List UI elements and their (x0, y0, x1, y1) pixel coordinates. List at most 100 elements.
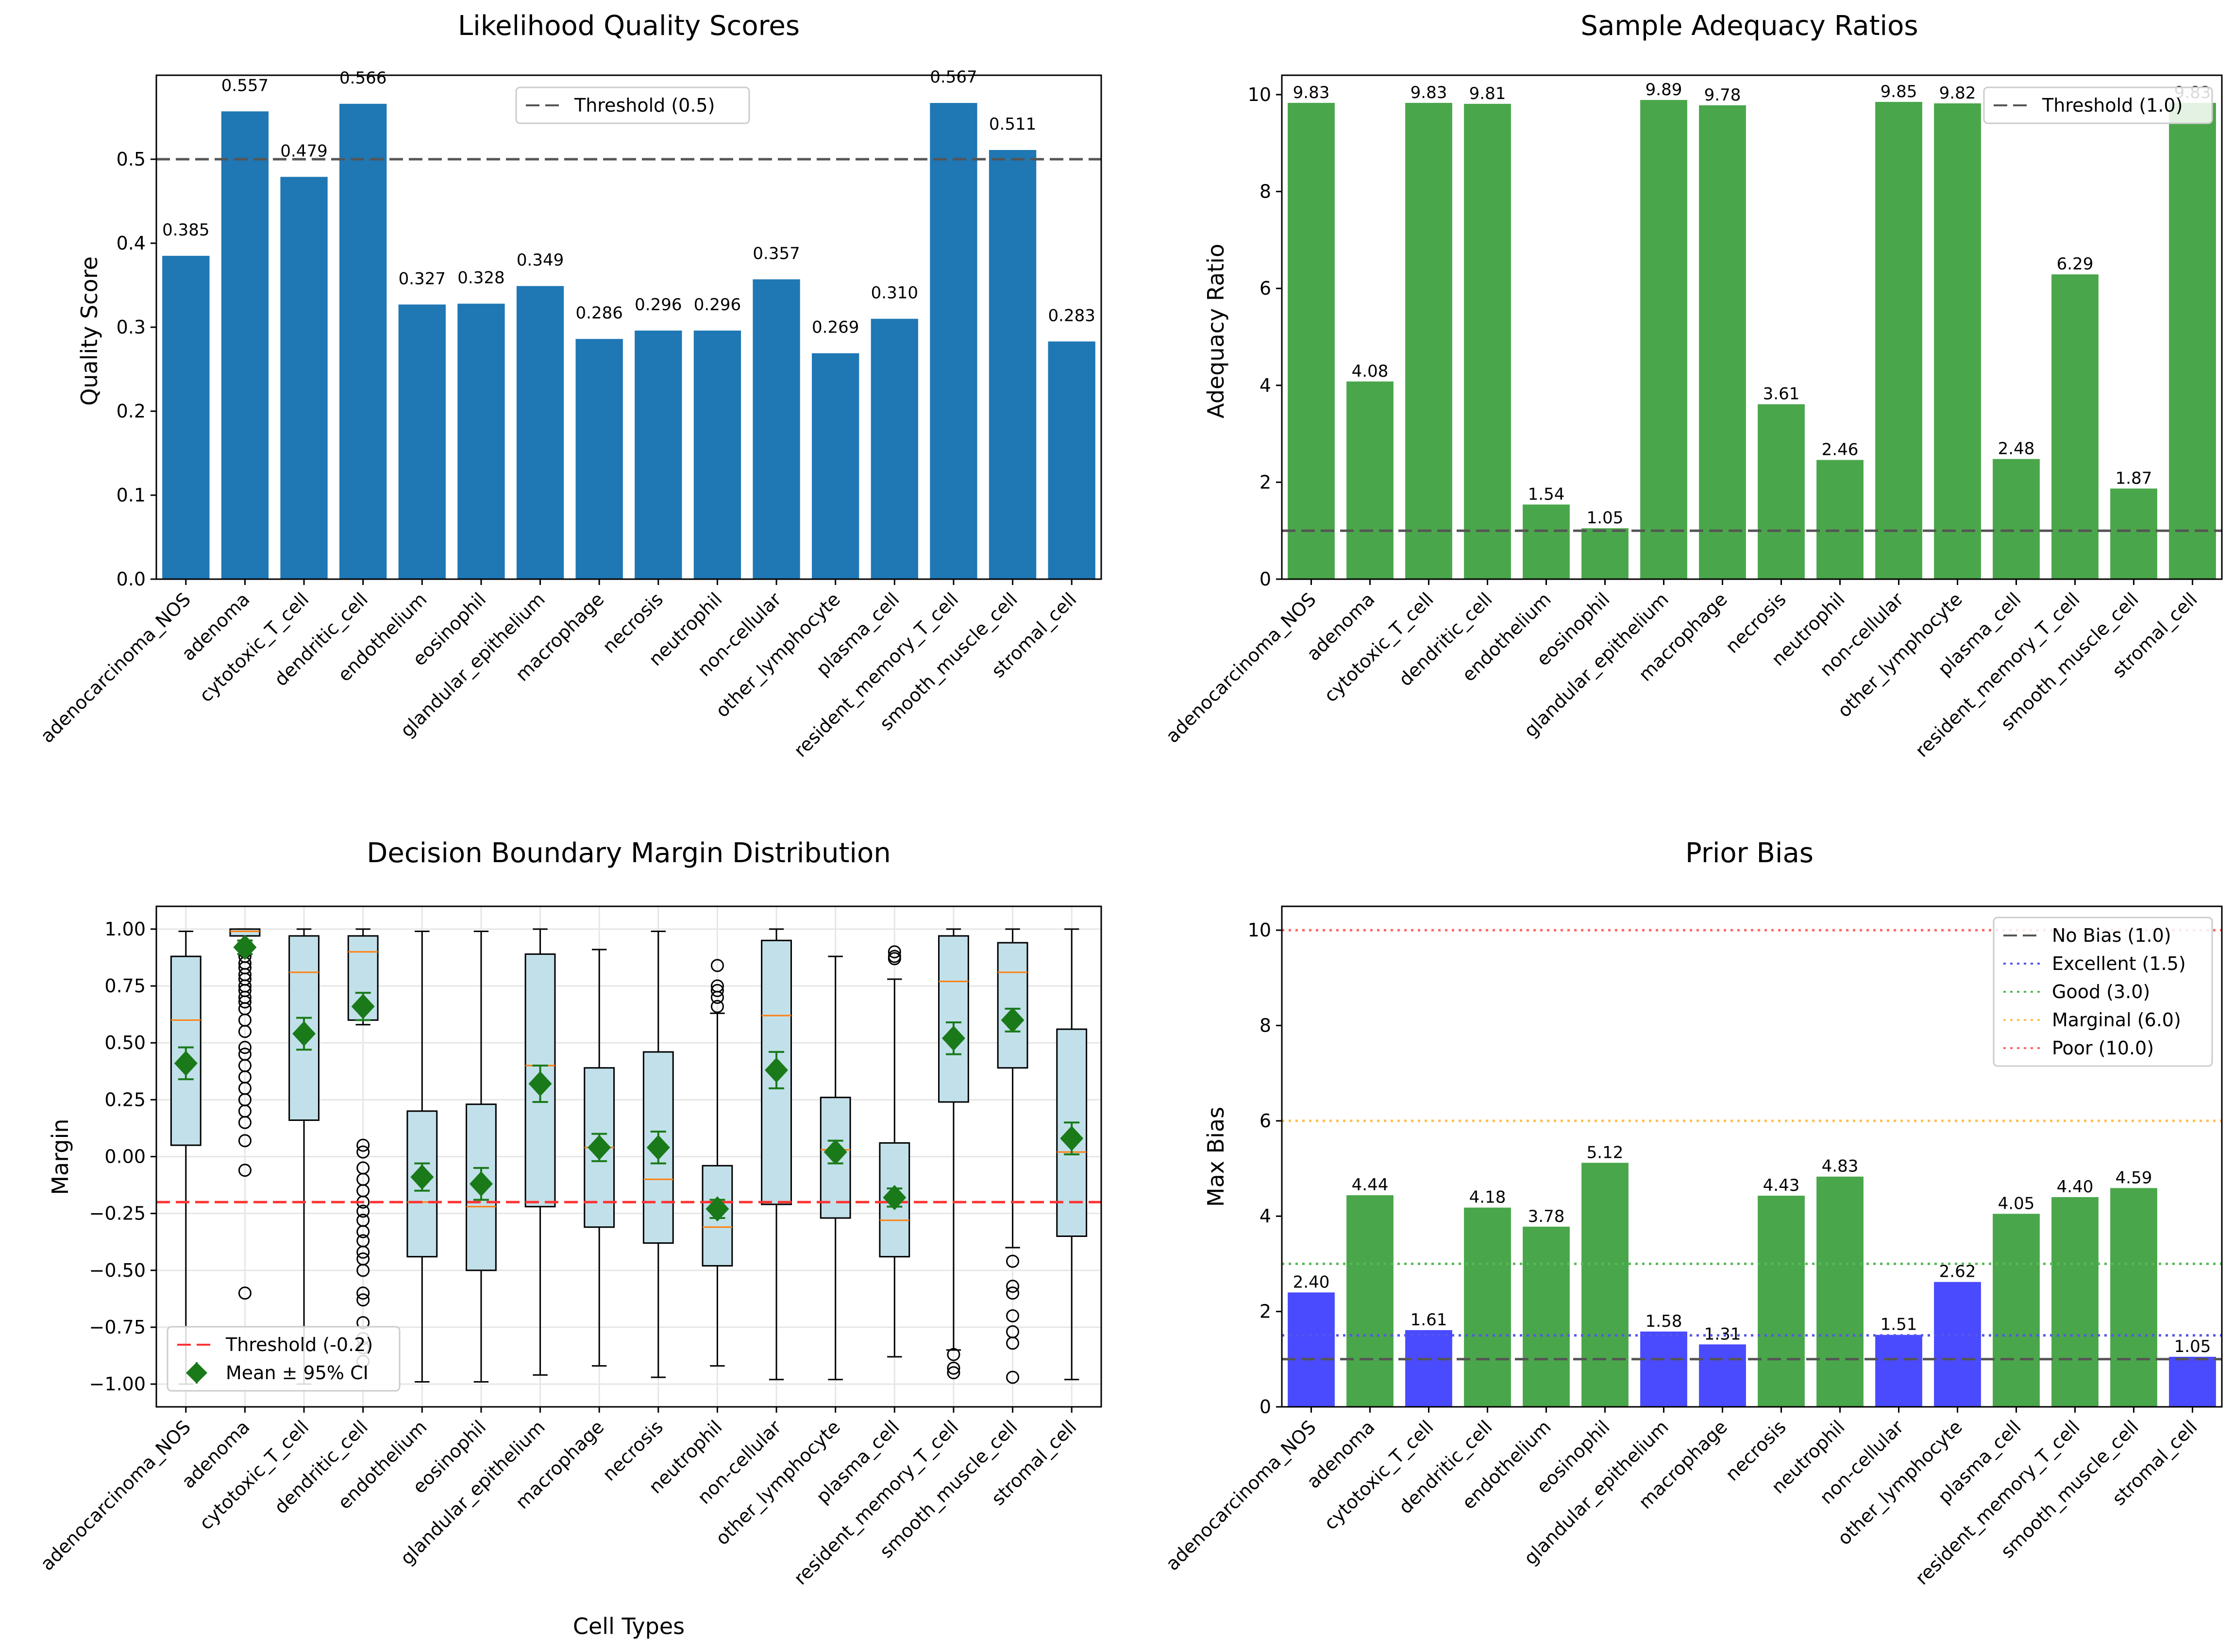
adequacy-bar (2110, 488, 2157, 579)
adequacy-ytick-label: 8 (1260, 181, 1271, 202)
margin-flier (1006, 1280, 1020, 1293)
margin-flier (1006, 1254, 1020, 1268)
margin-ytick-label: 0.00 (104, 1146, 146, 1168)
margin-flier (356, 1225, 370, 1238)
quality-bar (1048, 341, 1095, 579)
margin-box (938, 935, 969, 1103)
margin-flier (710, 959, 724, 972)
bias-legend-label: Excellent (1.5) (2052, 953, 2186, 974)
margin-box (820, 1097, 851, 1219)
adequacy-value-label: 9.83 (1293, 83, 1330, 102)
adequacy-ytick-label: 4 (1260, 375, 1271, 396)
adequacy-bar (1581, 528, 1629, 579)
margin-ytick-label: 0.75 (104, 975, 146, 997)
bias-bar (1346, 1195, 1394, 1407)
adequacy-value-label: 9.82 (1939, 83, 1976, 103)
bias-value-label: 1.05 (2174, 1337, 2211, 1356)
bias-ylabel: Max Bias (1203, 1107, 1229, 1207)
adequacy-value-label: 2.46 (1822, 440, 1859, 459)
bias-legend-label: Poor (10.0) (2052, 1037, 2154, 1059)
quality-bar (871, 318, 918, 579)
bias-value-label: 4.18 (1469, 1188, 1506, 1207)
quality-bar (457, 303, 505, 579)
quality-bar (989, 150, 1037, 580)
bias-value-label: 4.40 (2057, 1177, 2094, 1197)
margin-flier (710, 1000, 724, 1013)
adequacy-bar (1875, 101, 1922, 579)
margin-flier (710, 979, 724, 993)
margin-flier (947, 1366, 960, 1380)
margin-ytick-label: 0.50 (104, 1032, 146, 1053)
quality-value-label: 0.310 (871, 284, 918, 303)
bias-ytick-label: 0 (1260, 1396, 1271, 1418)
quality-value-label: 0.286 (576, 303, 623, 323)
bias-bar (1523, 1226, 1570, 1407)
margin-mean-marker (1001, 1007, 1025, 1033)
adequacy-value-label: 9.83 (1411, 83, 1447, 102)
quality-bar (516, 286, 564, 579)
margin-flier (888, 945, 901, 959)
quality-value-label: 0.296 (635, 295, 682, 315)
margin-flier (356, 1264, 370, 1277)
quality-ytick-label: 0.1 (117, 484, 146, 506)
adequacy-title: Sample Adequacy Ratios (1580, 10, 1918, 42)
quality-bar (753, 279, 800, 579)
margin-frame (155, 905, 1102, 1408)
adequacy-ylabel: Adequacy Ratio (1203, 244, 1229, 418)
margin-mean-marker (1060, 1126, 1084, 1151)
adequacy-bar (1934, 103, 1981, 580)
margin-title: Decision Boundary Margin Distribution (367, 837, 890, 869)
adequacy-ytick-label: 0 (1260, 568, 1271, 590)
adequacy-bar (1640, 100, 1687, 579)
adequacy-legend-label: Threshold (1.0) (2042, 95, 2183, 116)
margin-flier (710, 984, 724, 997)
margin-flier (238, 1134, 252, 1148)
adequacy-bar (2169, 102, 2216, 579)
margin-ytick-label: 0.25 (104, 1089, 146, 1110)
quality-value-label: 0.557 (221, 76, 269, 95)
bias-legend-frame (1993, 917, 2213, 1067)
bias-ytick-label: 8 (1260, 1015, 1271, 1036)
adequacy-value-label: 1.54 (1528, 484, 1565, 504)
adequacy-value-label: 4.08 (1352, 362, 1389, 381)
margin-flier (356, 1145, 370, 1159)
adequacy-value-label: 1.05 (1587, 508, 1624, 528)
quality-bar (280, 177, 328, 580)
bias-bar (2051, 1197, 2099, 1407)
adequacy-ytick-label: 2 (1260, 471, 1271, 493)
quality-value-label: 0.385 (162, 220, 209, 240)
adequacy-bar (1405, 102, 1452, 579)
adequacy-value-label: 2.48 (1998, 439, 2035, 458)
margin-flier (1006, 1286, 1020, 1300)
bias-legend-label: Good (3.0) (2052, 981, 2150, 1002)
quality-value-label: 0.566 (339, 68, 386, 88)
margin-ytick-label: 1.00 (104, 918, 146, 940)
quality-value-label: 0.327 (399, 269, 446, 288)
adequacy-value-label: 9.89 (1646, 80, 1682, 100)
quality-ytick-label: 0.2 (117, 400, 146, 422)
bias-bar (1464, 1207, 1511, 1407)
adequacy-frame (1281, 74, 2223, 580)
bias-ytick-label: 10 (1248, 919, 1271, 941)
quality-bar (221, 111, 269, 579)
margin-mean-marker (410, 1164, 434, 1190)
margin-mean-marker (823, 1139, 847, 1165)
margin-box (997, 942, 1028, 1069)
margin-mean-marker (883, 1185, 907, 1210)
quality-ytick-label: 0.0 (117, 568, 146, 590)
margin-mean-marker (765, 1057, 789, 1083)
bias-ytick-label: 6 (1260, 1110, 1271, 1132)
bias-value-label: 4.59 (2116, 1168, 2152, 1187)
adequacy-ytick-label: 10 (1248, 84, 1271, 105)
quality-legend-label: Threshold (0.5) (574, 95, 715, 116)
quality-value-label: 0.328 (457, 268, 504, 288)
margin-mean-marker (941, 1025, 965, 1051)
margin-ytick-label: −0.75 (89, 1317, 146, 1338)
margin-mean-marker (292, 1021, 316, 1047)
margin-flier (238, 1025, 252, 1038)
quality-ytick-label: 0.3 (117, 317, 146, 338)
margin-ytick-label: −0.25 (89, 1203, 146, 1224)
bias-bar (2110, 1188, 2157, 1407)
bias-legend-label: No Bias (1.0) (2052, 925, 2171, 946)
